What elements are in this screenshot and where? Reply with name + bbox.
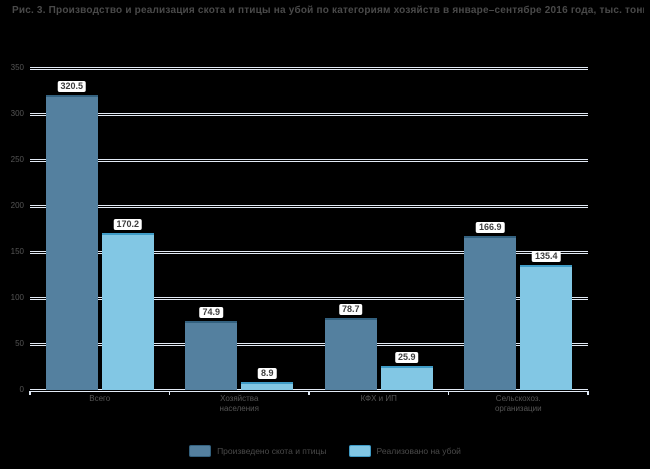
gridline-350 [30, 66, 588, 70]
bar-series2-group3 [380, 366, 433, 390]
chart-title: Рис. 3. Производство и реализация скота … [12, 5, 644, 16]
y-tick-label-350: 350 [10, 63, 24, 72]
x-axis-tick [587, 391, 589, 395]
x-axis-tick [447, 391, 450, 395]
plot-area: 320.5 170.2 74.9 8.9 78.7 25.9 166.9 135.4 [29, 66, 589, 395]
gridline-150 [30, 250, 588, 254]
legend-label-2: Реализовано на убой [376, 446, 461, 456]
x-axis-tick [308, 391, 310, 395]
bar-series2-group2 [241, 381, 294, 390]
x-axis-tick [29, 391, 31, 395]
gridline-100 [30, 296, 588, 300]
y-tick-label-150: 150 [10, 247, 24, 256]
bar-series1-group1 [45, 95, 98, 390]
value-label: 170.2 [113, 219, 143, 231]
gridline-300 [30, 112, 588, 116]
x-axis-tick [168, 391, 171, 395]
category-label-2: Хозяйства населения [219, 394, 259, 413]
legend-label-1: Произведено скота и птицы [217, 446, 327, 456]
bar-series1-group3 [324, 317, 377, 390]
value-label: 135.4 [531, 251, 561, 263]
category-label-4: Сельскохоз. организации [494, 394, 542, 413]
legend-swatch-2 [348, 445, 371, 457]
gridline-200 [30, 204, 588, 208]
bar-series1-group2 [185, 321, 238, 390]
value-label: 166.9 [475, 222, 505, 234]
y-tick-label-0: 0 [19, 385, 24, 394]
y-tick-label-300: 300 [10, 109, 24, 118]
chart-legend: Произведено скота и птицы Реализовано на … [0, 445, 650, 457]
bar-series1-group4 [464, 236, 517, 390]
value-label: 25.9 [394, 352, 419, 364]
legend-item-2: Реализовано на убой [348, 445, 461, 457]
legend-swatch-1 [189, 445, 212, 457]
value-label: 320.5 [57, 81, 87, 93]
value-label: 8.9 [257, 367, 277, 379]
gridline-250 [30, 158, 588, 162]
y-tick-label-100: 100 [10, 293, 24, 302]
category-label-3: КФХ и ИП [360, 394, 397, 403]
y-tick-label-50: 50 [15, 339, 24, 348]
bar-series2-group1 [101, 233, 154, 390]
category-label-1: Всего [89, 394, 111, 403]
gridline-50 [30, 342, 588, 346]
bar-series2-group4 [520, 265, 573, 390]
y-tick-label-250: 250 [10, 155, 24, 164]
value-label: 78.7 [338, 303, 363, 315]
value-label: 74.9 [199, 307, 224, 319]
y-tick-label-200: 200 [10, 201, 24, 210]
legend-item-1: Произведено скота и птицы [189, 445, 327, 457]
